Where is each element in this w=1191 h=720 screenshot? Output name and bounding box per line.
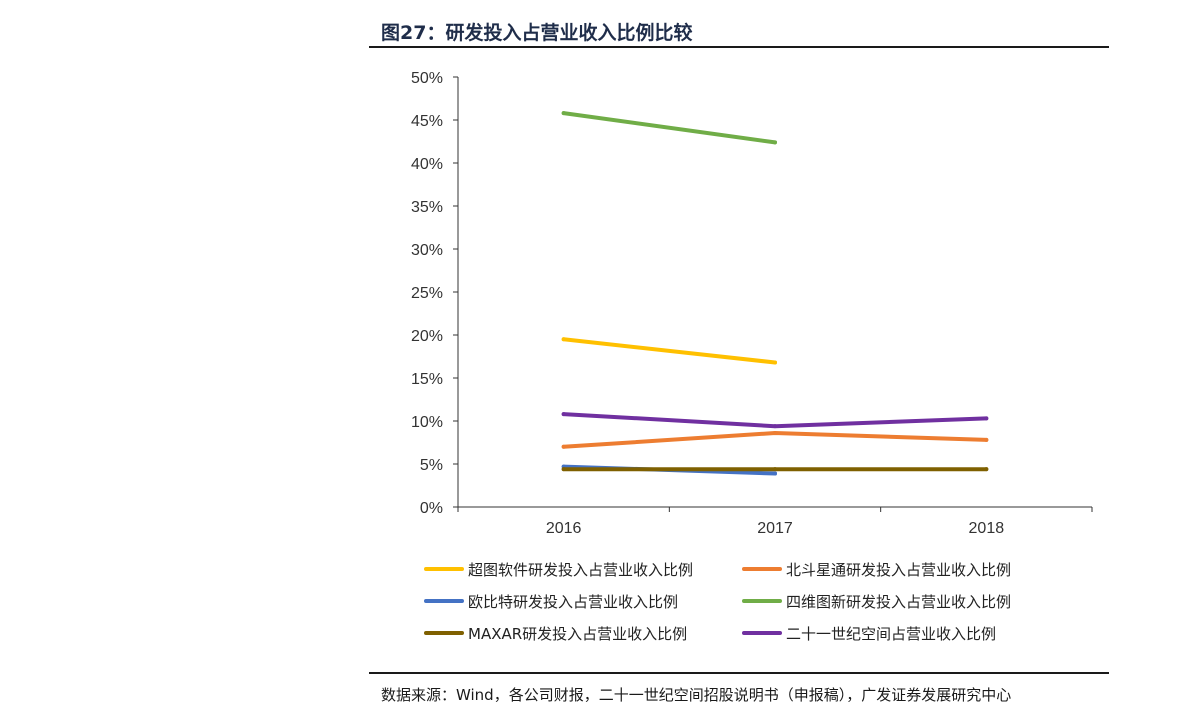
legend-label-maxar: MAXAR研发投入占营业收入比例 <box>468 624 688 643</box>
chart-legend: 超图软件研发投入占营业收入比例 北斗星通研发投入占营业收入比例 欧比特研发投入占… <box>424 553 1104 649</box>
y-tick-label: 0% <box>420 500 443 517</box>
x-tick-label: 2018 <box>969 520 1005 537</box>
legend-label-beidou: 北斗星通研发投入占营业收入比例 <box>786 560 1012 579</box>
data-point <box>773 471 777 476</box>
source-rule <box>369 672 1109 674</box>
legend-swatch-navinfo <box>742 599 782 603</box>
legend-item-navinfo: 四维图新研发投入占营业收入比例 <box>742 591 1011 612</box>
title-rule <box>369 46 1109 48</box>
legend-swatch-21at <box>742 631 782 635</box>
chart-series <box>561 111 989 476</box>
y-tick-label: 15% <box>411 371 443 388</box>
figure-title: 图27：研发投入占营业收入比例比较 <box>381 22 693 44</box>
legend-label-supermap: 超图软件研发投入占营业收入比例 <box>468 560 694 579</box>
y-tick-label: 40% <box>411 156 443 173</box>
legend-swatch-beidou <box>742 567 782 571</box>
y-tick-label: 30% <box>411 242 443 259</box>
data-point <box>773 467 777 472</box>
legend-item-beidou: 北斗星通研发投入占营业收入比例 <box>742 559 1011 580</box>
data-point <box>561 412 566 417</box>
data-point <box>773 140 777 145</box>
data-point <box>561 337 566 342</box>
data-point <box>561 111 566 116</box>
legend-label-navinfo: 四维图新研发投入占营业收入比例 <box>786 592 1012 611</box>
y-tick-label: 45% <box>411 113 443 130</box>
legend-swatch-maxar <box>424 631 464 635</box>
legend-label-21at: 二十一世纪空间占营业收入比例 <box>786 624 997 643</box>
x-tick-label: 2017 <box>757 520 793 537</box>
legend-item-21at: 二十一世纪空间占营业收入比例 <box>742 623 996 644</box>
legend-label-orbita: 欧比特研发投入占营业收入比例 <box>468 592 679 611</box>
series-line-3 <box>561 111 777 145</box>
legend-item-orbita: 欧比特研发投入占营业收入比例 <box>424 591 742 612</box>
x-tick-label: 2016 <box>546 520 582 537</box>
y-tick-label: 25% <box>411 285 443 302</box>
legend-row: 超图软件研发投入占营业收入比例 北斗星通研发投入占营业收入比例 <box>424 553 1104 585</box>
legend-row: 欧比特研发投入占营业收入比例 四维图新研发投入占营业收入比例 <box>424 585 1104 617</box>
legend-swatch-supermap <box>424 567 464 571</box>
chart-axes: 0% 5% 10% 15% 20% 25% 30% 35% 40% 45% 50% 2016 2017 2… <box>411 70 1093 537</box>
y-tick-label: 5% <box>420 457 443 474</box>
data-point <box>561 467 566 472</box>
data-point <box>984 416 989 421</box>
data-point <box>773 360 777 365</box>
data-point <box>561 444 566 449</box>
series-line-1 <box>561 431 989 449</box>
legend-swatch-orbita <box>424 599 464 603</box>
data-point <box>984 437 989 442</box>
y-tick-label: 10% <box>411 414 443 431</box>
data-point <box>773 424 777 429</box>
series-line-0 <box>561 337 777 365</box>
y-tick-label: 35% <box>411 199 443 216</box>
legend-item-supermap: 超图软件研发投入占营业收入比例 <box>424 559 742 580</box>
data-point <box>984 467 989 472</box>
y-tick-label: 20% <box>411 328 443 345</box>
legend-item-maxar: MAXAR研发投入占营业收入比例 <box>424 623 742 644</box>
y-tick-label: 50% <box>411 70 443 87</box>
data-point <box>773 431 777 436</box>
line-chart: 0% 5% 10% 15% 20% 25% 30% 35% 40% 45% 50% 2016 2017 2… <box>411 70 1093 537</box>
legend-row: MAXAR研发投入占营业收入比例 二十一世纪空间占营业收入比例 <box>424 617 1104 649</box>
source-note: 数据来源：Wind，各公司财报，二十一世纪空间招股说明书（申报稿），广发证券发展… <box>381 686 1012 704</box>
